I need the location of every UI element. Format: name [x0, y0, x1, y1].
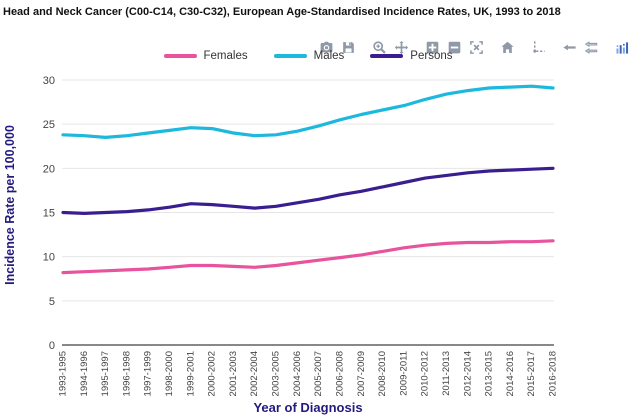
legend-label: Males [313, 50, 345, 62]
x-tick-label: 1997-1999 [143, 351, 154, 396]
x-tick-label: 2013-2015 [484, 351, 495, 396]
x-tick-label: 2011-2013 [441, 351, 452, 396]
spikelines-icon[interactable] [530, 39, 547, 56]
y-tick-label: 10 [43, 252, 55, 264]
y-axis-title: Incidence Rate per 100,000 [3, 125, 17, 285]
x-tick-label: 2009-2011 [398, 351, 409, 396]
x-tick-label: 2015-2017 [526, 351, 537, 396]
y-tick-label: 15 [43, 208, 55, 220]
legend-item-females[interactable]: Females [163, 50, 248, 62]
legend-swatch-persons [370, 54, 404, 58]
legend-swatch-males [273, 54, 307, 58]
y-tick-label: 5 [49, 296, 55, 308]
x-tick-label: 2004-2006 [292, 351, 303, 396]
legend-label: Persons [410, 50, 453, 62]
x-tick-label: 1995-1997 [100, 351, 111, 396]
legend-label: Females [203, 50, 248, 62]
y-tick-label: 20 [43, 163, 55, 175]
x-tick-label: 2001-2003 [228, 351, 239, 396]
x-tick-label: 2012-2014 [462, 351, 473, 396]
x-tick-label: 1993-1995 [58, 351, 69, 396]
series-line-persons[interactable] [61, 166, 555, 215]
hover-closest-icon[interactable] [561, 39, 578, 56]
zoom-in-icon[interactable] [424, 39, 441, 56]
legend-swatch-females [163, 54, 197, 58]
x-tick-label: 2007-2009 [356, 351, 367, 396]
autoscale-icon[interactable] [468, 39, 485, 56]
y-tick-label: 25 [43, 119, 55, 131]
x-tick-label: 1996-1998 [121, 351, 132, 396]
x-tick-label: 2008-2010 [377, 351, 388, 396]
x-tick-label: 1998-2000 [164, 351, 175, 396]
series-line-females[interactable] [61, 239, 555, 275]
x-tick-label: 1999-2001 [185, 351, 196, 396]
zoom-icon[interactable] [371, 39, 388, 56]
series-line-males[interactable] [61, 84, 555, 140]
legend: Females Males Persons [0, 50, 616, 62]
x-tick-label: 2005-2007 [313, 351, 324, 396]
chart-title: Head and Neck Cancer (C00-C14, C30-C32),… [3, 6, 561, 18]
plotly-logo-icon[interactable] [614, 39, 631, 56]
x-tick-label: 1994-1996 [79, 351, 90, 396]
x-tick-label: 2002-2004 [249, 351, 260, 396]
camera-icon[interactable] [318, 39, 335, 56]
reset-axes-home-icon[interactable] [499, 39, 516, 56]
y-tick-label: 0 [49, 340, 55, 352]
chart-canvas[interactable]: 0 5 10 15 20 25 30 1993-1995 1994-1996 1995-1997 1… [0, 68, 634, 419]
legend-item-persons[interactable]: Persons [370, 50, 452, 62]
x-axis-title: Year of Diagnosis [253, 400, 362, 415]
pan-icon[interactable] [393, 39, 410, 56]
x-tick-label: 2016-2018 [547, 351, 558, 396]
modebar [313, 38, 631, 56]
x-tick-label: 2000-2002 [207, 351, 218, 396]
y-tick-label: 30 [43, 75, 55, 87]
x-tick-label: 2014-2016 [505, 351, 516, 396]
x-tick-label: 2010-2012 [420, 351, 431, 396]
zoom-out-icon[interactable] [446, 39, 463, 56]
legend-item-males[interactable]: Males [273, 50, 345, 62]
save-icon[interactable] [340, 39, 357, 56]
hover-compare-icon[interactable] [583, 39, 600, 56]
x-tick-label: 2003-2005 [271, 351, 282, 396]
x-tick-label: 2006-2008 [334, 351, 345, 396]
